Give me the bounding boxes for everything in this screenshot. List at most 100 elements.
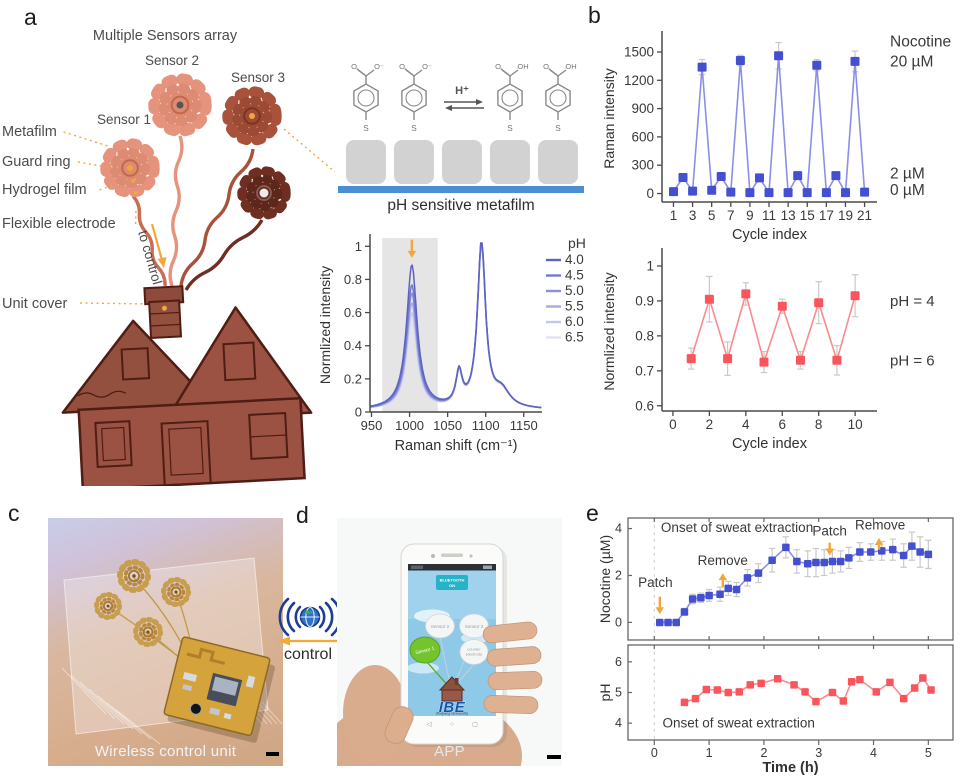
- svg-text:13: 13: [781, 208, 796, 223]
- svg-text:Remove: Remove: [698, 553, 748, 568]
- app-phone-photo: BLUETOOTH ON Sensor 2 Sensor 3 Sensor 1 count…: [337, 518, 562, 766]
- svg-text:4: 4: [615, 522, 622, 536]
- svg-text:0: 0: [615, 615, 622, 629]
- svg-text:10: 10: [848, 417, 863, 432]
- svg-text:3: 3: [815, 746, 822, 760]
- svg-text:Sensor 2: Sensor 2: [145, 53, 199, 68]
- svg-text:4: 4: [870, 746, 877, 760]
- svg-text:S: S: [411, 124, 416, 133]
- svg-text:2: 2: [615, 568, 622, 582]
- svg-text:pH sensitive metafilm: pH sensitive metafilm: [387, 197, 534, 214]
- panel-a-letter: a: [24, 4, 37, 30]
- skin-patch-illustration: [48, 518, 283, 766]
- svg-text:pH: pH: [600, 684, 613, 702]
- svg-text:11: 11: [762, 208, 776, 223]
- svg-text:19: 19: [838, 208, 853, 223]
- svg-text:5: 5: [708, 208, 716, 223]
- svg-text:ON: ON: [449, 583, 455, 588]
- svg-text:6.5: 6.5: [565, 330, 584, 345]
- svg-text:2: 2: [706, 417, 714, 432]
- wireless-signal-icon: [278, 596, 342, 638]
- svg-text:4: 4: [615, 716, 622, 730]
- control-label: control: [283, 646, 333, 663]
- svg-text:1500: 1500: [624, 44, 654, 59]
- svg-text:pH: pH: [568, 235, 586, 251]
- svg-text:◁: ◁: [427, 721, 433, 728]
- svg-text:electrode: electrode: [466, 652, 483, 657]
- svg-text:1: 1: [355, 239, 362, 254]
- svg-text:15: 15: [800, 208, 815, 223]
- scale-bar: [266, 752, 279, 756]
- svg-text:5: 5: [615, 686, 622, 700]
- panel-c-letter: c: [8, 500, 20, 526]
- svg-text:S: S: [363, 124, 368, 133]
- svg-text:0.8: 0.8: [344, 272, 362, 287]
- svg-text:8: 8: [815, 417, 823, 432]
- svg-text:Patch: Patch: [638, 575, 673, 590]
- svg-text:Hydrogel film: Hydrogel film: [2, 182, 87, 198]
- svg-text:Time (h): Time (h): [762, 760, 818, 776]
- svg-text:Flexible electrode: Flexible electrode: [2, 216, 116, 232]
- svg-text:○: ○: [450, 721, 454, 728]
- svg-text:OH: OH: [565, 62, 576, 71]
- svg-text:6: 6: [615, 655, 622, 669]
- svg-text:S: S: [555, 124, 560, 133]
- svg-text:Unit cover: Unit cover: [2, 296, 67, 312]
- svg-text:0.7: 0.7: [635, 363, 654, 378]
- svg-text:Patch: Patch: [812, 524, 847, 539]
- svg-text:OH: OH: [517, 62, 528, 71]
- svg-text:900: 900: [631, 101, 654, 116]
- svg-text:1: 1: [706, 746, 713, 760]
- photo-c-caption: Wireless control unit: [94, 743, 237, 760]
- svg-text:1: 1: [646, 258, 654, 273]
- wireless-control-unit-photo: Wireless control unit: [48, 518, 283, 766]
- panel-b-letter: b: [588, 2, 601, 28]
- svg-text:0.6: 0.6: [635, 398, 654, 413]
- svg-text:Multiple Sensors array: Multiple Sensors array: [93, 28, 238, 44]
- svg-text:O: O: [495, 62, 501, 71]
- svg-text:O: O: [351, 62, 357, 71]
- svg-text:1150: 1150: [510, 418, 538, 433]
- svg-text:Nocotine (µM): Nocotine (µM): [600, 535, 613, 623]
- svg-text:Onset of sweat extraction: Onset of sweat extraction: [663, 716, 815, 731]
- svg-text:▢: ▢: [472, 722, 478, 728]
- svg-text:Sensor 3: Sensor 3: [231, 70, 285, 85]
- svg-text:Remove: Remove: [855, 518, 905, 533]
- svg-text:20 µM: 20 µM: [890, 53, 933, 70]
- svg-text:4.5: 4.5: [565, 268, 584, 283]
- svg-text:5.0: 5.0: [565, 283, 584, 298]
- svg-text:Sensor 1: Sensor 1: [97, 112, 151, 127]
- photo-d-caption: APP: [434, 743, 465, 760]
- svg-text:O: O: [543, 62, 549, 71]
- svg-text:0 µM: 0 µM: [890, 182, 925, 199]
- svg-text:IBE: IBE: [439, 699, 466, 716]
- svg-text:Normlized intensity: Normlized intensity: [318, 266, 333, 384]
- svg-text:0: 0: [669, 417, 677, 432]
- panel-d-letter: d: [296, 502, 309, 528]
- svg-text:0.4: 0.4: [344, 338, 362, 353]
- svg-text:17: 17: [819, 208, 834, 223]
- ph-metafilm-chemistry-schematic: pH sensitive metafilm S O O⁻ S O O⁻ S O OH S O OH H⁺: [336, 36, 586, 224]
- svg-text:5: 5: [925, 746, 932, 760]
- svg-text:Zhejiang University: Zhejiang University: [436, 712, 468, 716]
- panel-e-letter: e: [586, 500, 599, 526]
- svg-text:S: S: [507, 124, 512, 133]
- svg-text:0: 0: [646, 186, 654, 201]
- svg-text:Guard ring: Guard ring: [2, 154, 71, 170]
- svg-text:3: 3: [689, 208, 697, 223]
- svg-text:Cycle index: Cycle index: [732, 227, 808, 243]
- svg-text:0: 0: [355, 405, 362, 420]
- svg-text:Raman intensity: Raman intensity: [601, 68, 617, 168]
- svg-text:4: 4: [742, 417, 750, 432]
- svg-text:6: 6: [778, 417, 786, 432]
- svg-text:300: 300: [631, 158, 654, 173]
- svg-text:Sensor 1: Sensor 1: [415, 646, 435, 657]
- svg-text:6.0: 6.0: [565, 314, 584, 329]
- raman-spectrum-chart: 950 1000 1050 1100 1150 0 0.2 0.4 0.6 0.8 1 Raman s…: [317, 228, 590, 463]
- svg-text:Normlized intensity: Normlized intensity: [601, 272, 617, 390]
- svg-text:9: 9: [746, 208, 754, 223]
- svg-text:2: 2: [760, 746, 767, 760]
- svg-text:2 µM: 2 µM: [890, 166, 925, 183]
- svg-text:7: 7: [727, 208, 735, 223]
- svg-text:H⁺: H⁺: [455, 85, 469, 97]
